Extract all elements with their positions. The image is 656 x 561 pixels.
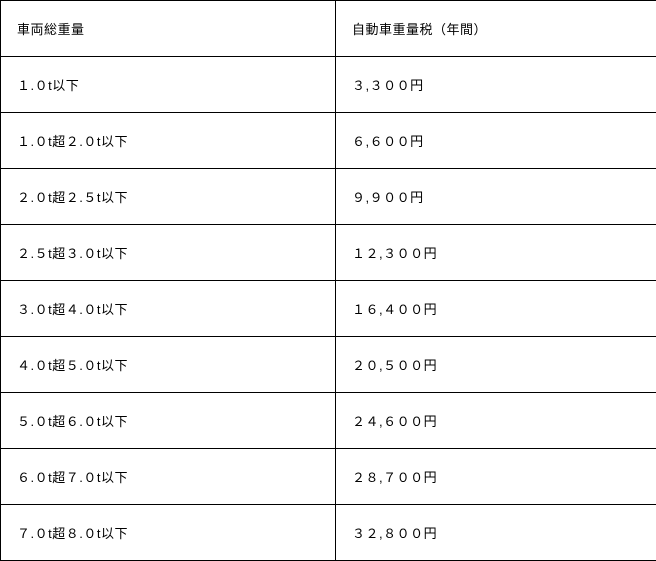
cell-weight: ２.５t超３.０t以下 [1, 225, 336, 281]
cell-tax: １２,３００円 [336, 225, 656, 281]
table-row: ４.０t超５.０t以下 ２０,５００円 [1, 337, 656, 393]
table-row: ５.０t超６.０t以下 ２４,６００円 [1, 393, 656, 449]
cell-tax: １６,４００円 [336, 281, 656, 337]
table-row: ７.０t超８.０t以下 ３２,８００円 [1, 505, 656, 561]
cell-tax: ９,９００円 [336, 169, 656, 225]
cell-weight: １.０t以下 [1, 57, 336, 113]
cell-tax: ２８,７００円 [336, 449, 656, 505]
cell-weight: ３.０t超４.０t以下 [1, 281, 336, 337]
table-row: ３.０t超４.０t以下 １６,４００円 [1, 281, 656, 337]
cell-tax: ６,６００円 [336, 113, 656, 169]
cell-weight: ５.０t超６.０t以下 [1, 393, 336, 449]
cell-weight: １.０t超２.０t以下 [1, 113, 336, 169]
cell-weight: ６.０t超７.０t以下 [1, 449, 336, 505]
cell-tax: ３,３００円 [336, 57, 656, 113]
cell-tax: ３２,８００円 [336, 505, 656, 561]
cell-weight: ４.０t超５.０t以下 [1, 337, 336, 393]
cell-weight: ２.０t超２.５t以下 [1, 169, 336, 225]
cell-weight: ７.０t超８.０t以下 [1, 505, 336, 561]
column-header-tax: 自動車重量税（年間） [336, 1, 656, 57]
table-row: ２.５t超３.０t以下 １２,３００円 [1, 225, 656, 281]
table-row: ２.０t超２.５t以下 ９,９００円 [1, 169, 656, 225]
cell-tax: ２０,５００円 [336, 337, 656, 393]
table-header-row: 車両総重量 自動車重量税（年間） [1, 1, 656, 57]
column-header-weight: 車両総重量 [1, 1, 336, 57]
cell-tax: ２４,６００円 [336, 393, 656, 449]
table-row: ６.０t超７.０t以下 ２８,７００円 [1, 449, 656, 505]
table-body: １.０t以下 ３,３００円 １.０t超２.０t以下 ６,６００円 ２.０t超２.… [1, 57, 656, 561]
weight-tax-table: 車両総重量 自動車重量税（年間） １.０t以下 ３,３００円 １.０t超２.０t… [0, 0, 656, 561]
table-row: １.０t超２.０t以下 ６,６００円 [1, 113, 656, 169]
table-row: １.０t以下 ３,３００円 [1, 57, 656, 113]
